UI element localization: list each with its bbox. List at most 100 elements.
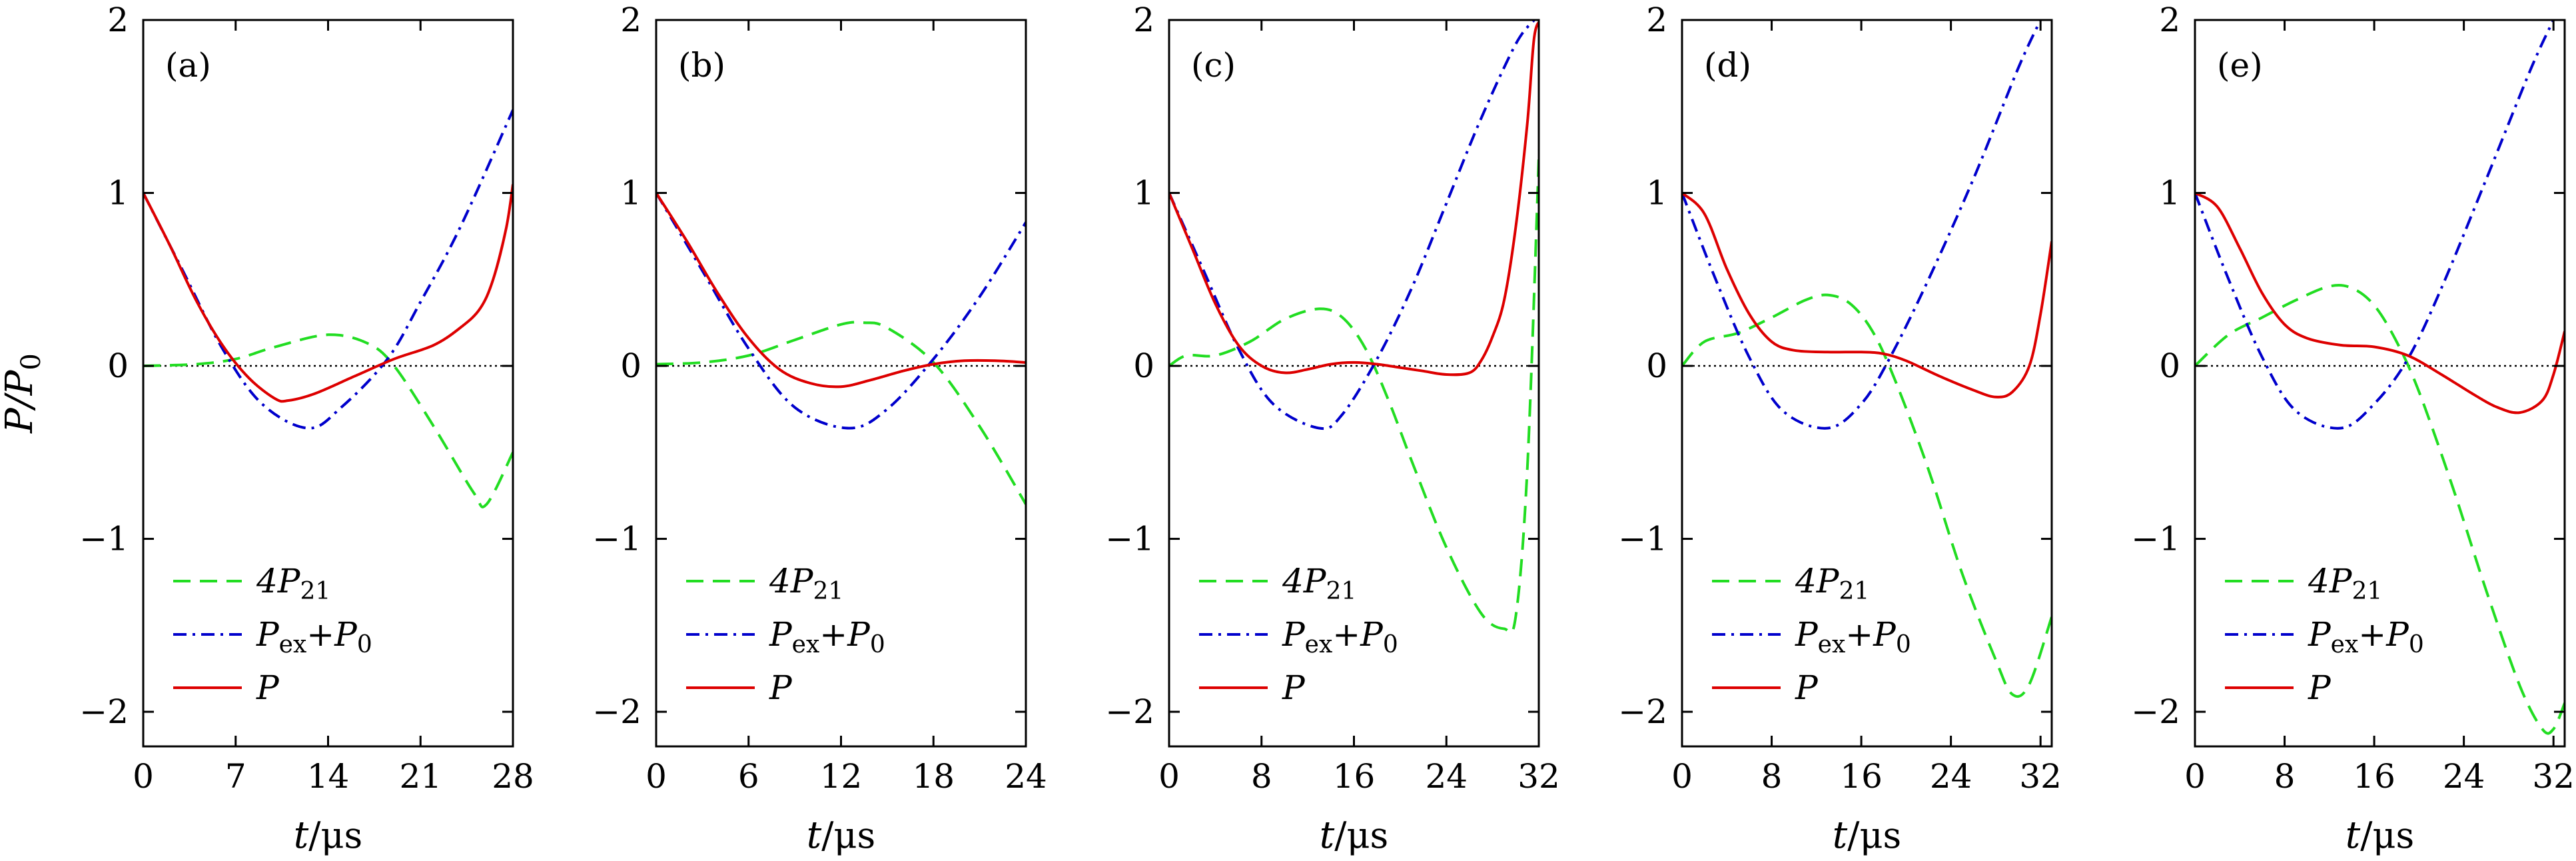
x-tick-label: 0: [1671, 757, 1693, 796]
legend-label-p: P: [847, 615, 871, 654]
legend-label-sub: 21: [1326, 578, 1356, 605]
panel-label: (c): [1191, 46, 1236, 85]
x-tick-label: 24: [1005, 757, 1047, 796]
legend-label-pex-p0: Pex+P0: [2308, 615, 2424, 658]
legend-label-p: P: [1873, 615, 1897, 654]
legend-label-main: 4P: [256, 562, 301, 600]
legend-label-main: 4P: [1282, 562, 1327, 600]
x-tick-label: 28: [492, 757, 534, 796]
series-line-4p21: [1682, 293, 2052, 698]
legend-label-p: P: [334, 615, 358, 654]
series-line-p: [656, 192, 1026, 389]
y-tick-label: 2: [107, 1, 129, 39]
legend-label-main: P: [1795, 615, 1819, 654]
y-tick-label: 0: [620, 347, 642, 385]
x-tick-label: 16: [2353, 757, 2395, 796]
series-group: [143, 109, 513, 508]
x-tick-label: 12: [820, 757, 863, 796]
x-axis-title-var: t: [1833, 814, 1848, 857]
legend-label-sub: 21: [1839, 578, 1869, 605]
y-tick-label: 1: [107, 174, 129, 213]
x-tick-label: 0: [2184, 757, 2206, 796]
x-tick-label: 24: [2443, 757, 2485, 796]
series-line-p: [1169, 20, 1539, 377]
legend-label-pex-p0: Pex+P0: [1795, 615, 1911, 658]
legend-label-main: P: [1282, 615, 1306, 654]
series-group: [1682, 20, 2052, 698]
x-tick-label: 6: [738, 757, 759, 796]
legend-label-sub: 21: [813, 578, 843, 605]
x-axis-title-var: t: [2346, 814, 2361, 857]
legend-label-sub2: 0: [1896, 631, 1911, 658]
x-axis-title-unit: /μs: [308, 814, 362, 856]
x-axis-title-var: t: [294, 814, 309, 857]
series-group: [656, 192, 1026, 505]
legend-label-plus: +: [306, 615, 334, 654]
legend-label-sub2: 0: [357, 631, 372, 658]
legend-label-sub: ex: [2331, 631, 2359, 658]
panel-label: (e): [2217, 46, 2263, 85]
legend-label-p: P: [1282, 668, 1306, 707]
y-tick-label: 1: [2159, 174, 2180, 213]
x-axis-title-var: t: [807, 814, 822, 857]
series-line-p: [2195, 191, 2565, 415]
x-tick-label: 8: [2274, 757, 2296, 796]
y-tick-label: 2: [1133, 1, 1154, 39]
x-tick-label: 32: [2019, 757, 2062, 796]
series-line-p: [143, 184, 513, 403]
y-tick-label: 2: [2159, 1, 2180, 39]
legend-label-sub: ex: [279, 631, 307, 658]
x-axis-title-unit: /μs: [2360, 814, 2414, 856]
x-axis-title-unit: /μs: [821, 814, 875, 856]
legend-label-sub2: 0: [2409, 631, 2424, 658]
plot-frame: [2194, 19, 2566, 748]
y-tick-label: −2: [1105, 692, 1154, 731]
y-axis-title-sub: 0: [16, 353, 47, 370]
series-line-pex-p0: [2195, 20, 2555, 430]
legend-label-4p21: 4P21: [1282, 562, 1356, 605]
legend-label-sub: 21: [300, 578, 330, 605]
legend-label-main: P: [2308, 615, 2332, 654]
y-tick-label: 2: [620, 1, 642, 39]
x-tick-label: 8: [1251, 757, 1272, 796]
legend-label-sub2: 0: [1383, 631, 1398, 658]
panel-label: (b): [678, 46, 725, 85]
legend-label-sub2: 0: [870, 631, 885, 658]
y-tick-label: 0: [2159, 347, 2180, 385]
x-axis-title: t/μs: [294, 814, 363, 857]
legend-label-plus: +: [1845, 615, 1873, 654]
legend-label-main: 4P: [1795, 562, 1840, 600]
y-tick-label: 0: [1646, 347, 1667, 385]
x-tick-label: 8: [1761, 757, 1783, 796]
y-tick-label: 1: [1133, 174, 1154, 213]
x-tick-label: 14: [307, 757, 350, 796]
series-group: [2195, 20, 2565, 735]
legend-label-4p21: 4P21: [256, 562, 330, 605]
legend-label-main: P: [769, 668, 793, 707]
legend-label-pex-p0: Pex+P0: [1282, 615, 1398, 658]
x-tick-label: 24: [1425, 757, 1468, 796]
legend-label-main: P: [1795, 668, 1819, 707]
x-tick-label: 0: [645, 757, 667, 796]
series-line-pex-p0: [656, 192, 1026, 430]
legend-label-4p21: 4P21: [2308, 562, 2382, 605]
x-axis-title: t/μs: [807, 814, 876, 857]
y-tick-label: −2: [592, 692, 642, 731]
y-tick-label: 0: [107, 347, 129, 385]
legend-label-main: P: [2308, 668, 2332, 707]
legend-label-sub: ex: [1818, 631, 1846, 658]
x-tick-label: 18: [912, 757, 955, 796]
y-tick-label: −1: [592, 520, 642, 558]
x-axis-title-unit: /μs: [1334, 814, 1388, 856]
legend-label-main: P: [769, 615, 793, 654]
legend-label-main: P: [256, 668, 280, 707]
y-tick-label: −1: [2131, 520, 2180, 558]
x-axis-title: t/μs: [1833, 814, 1902, 857]
